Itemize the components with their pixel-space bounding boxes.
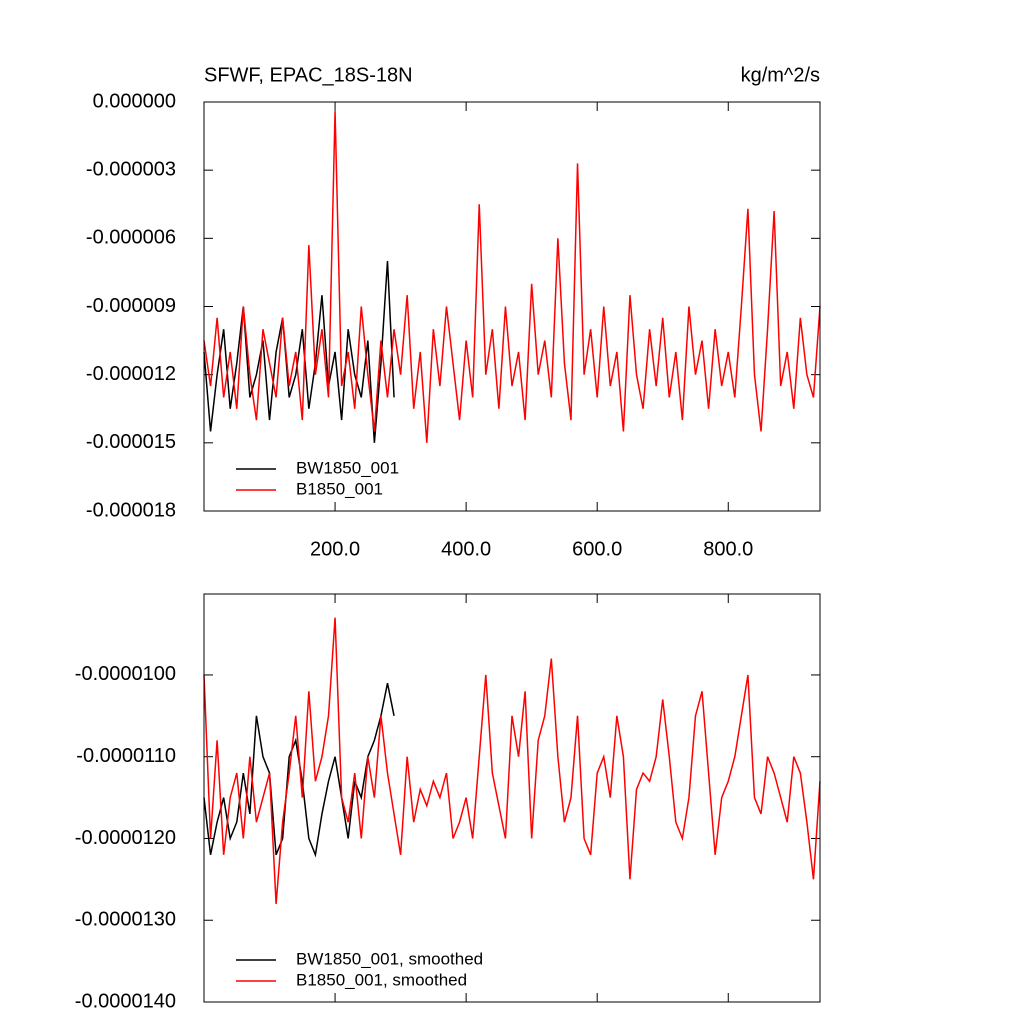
plot-frame bbox=[203, 101, 821, 512]
data-line bbox=[203, 111, 821, 443]
y-tick-label: -0.000006 bbox=[86, 227, 176, 249]
x-tick-label: 200.0 bbox=[310, 538, 360, 560]
legend-label: BW1850_001, smoothed bbox=[296, 949, 483, 968]
y-tick-label: 0.000000 bbox=[93, 90, 176, 112]
y-tick-label: -0.000003 bbox=[86, 158, 176, 180]
x-tick-label: 600.0 bbox=[572, 538, 622, 560]
x-tick-label: 400.0 bbox=[441, 538, 491, 560]
y-tick-label: -0.0000140 bbox=[75, 990, 176, 1012]
y-tick-label: -0.000015 bbox=[86, 431, 176, 453]
y-tick-label: -0.0000120 bbox=[75, 827, 176, 849]
y-tick-label: -0.0000110 bbox=[76, 745, 176, 767]
chart-title: SFWF, EPAC_18S-18N bbox=[204, 64, 413, 86]
legend-label: B1850_001 bbox=[296, 479, 383, 498]
y-tick-label: -0.0000100 bbox=[75, 663, 176, 685]
y-tick-label: -0.0000130 bbox=[75, 909, 176, 931]
y-tick-label: -0.000009 bbox=[86, 295, 176, 317]
legend-label: B1850_001, smoothed bbox=[296, 970, 467, 989]
legend-label: BW1850_001 bbox=[296, 458, 399, 477]
units-label: kg/m^2/s bbox=[741, 64, 820, 86]
y-tick-label: -0.000018 bbox=[86, 499, 176, 521]
x-tick-label: 800.0 bbox=[703, 538, 753, 560]
data-line bbox=[203, 261, 395, 443]
data-line bbox=[203, 617, 821, 904]
y-tick-label: -0.000012 bbox=[86, 363, 176, 385]
plot-frame bbox=[203, 593, 821, 1003]
data-line bbox=[203, 682, 395, 858]
